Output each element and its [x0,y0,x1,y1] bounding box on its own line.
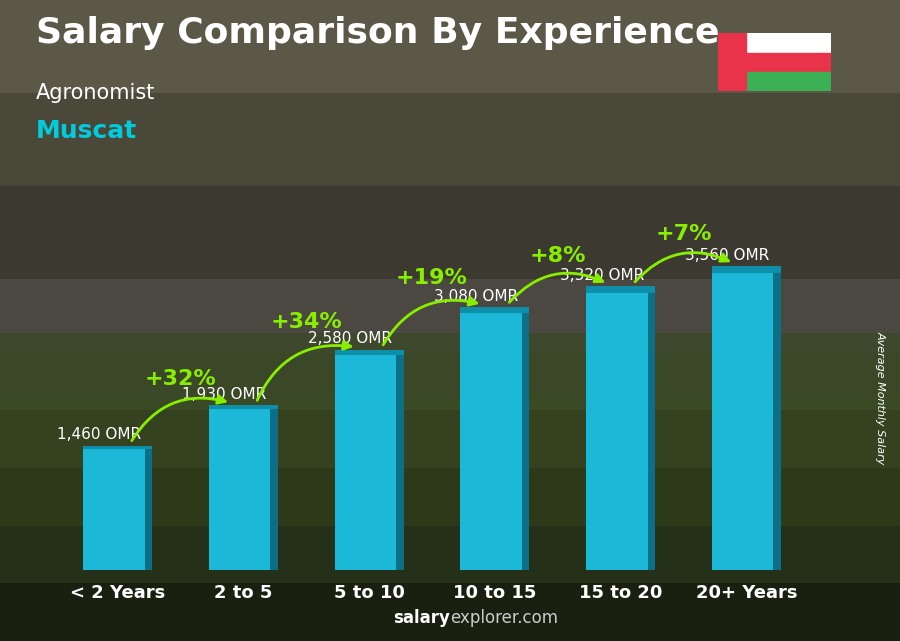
Bar [648,294,655,570]
Text: salary: salary [393,609,450,627]
Bar [0,410,900,468]
Text: 3,080 OMR: 3,080 OMR [434,288,518,304]
Text: Agronomist: Agronomist [36,83,156,103]
Text: 1,460 OMR: 1,460 OMR [57,427,141,442]
Text: +32%: +32% [145,369,216,388]
Bar [522,313,529,570]
Text: Average Monthly Salary: Average Monthly Salary [875,331,886,464]
Bar [209,410,278,570]
Text: 3,320 OMR: 3,320 OMR [560,268,643,283]
Bar [83,449,152,570]
Bar [773,273,781,570]
Text: +7%: +7% [655,224,712,244]
Bar [396,355,404,570]
Bar [0,353,900,410]
Bar [0,279,900,372]
Bar [335,350,404,355]
Bar [746,33,831,53]
Text: explorer.com: explorer.com [450,609,558,627]
Bar [0,93,900,186]
Bar [586,294,655,570]
Bar [712,273,781,570]
Bar [586,287,655,294]
Bar [746,72,831,91]
Bar [712,266,781,273]
Bar [335,355,404,570]
Bar [83,445,152,449]
Bar [145,449,152,570]
Bar [718,33,746,91]
Bar [271,410,278,570]
Text: 3,560 OMR: 3,560 OMR [685,247,770,263]
Text: Muscat: Muscat [36,119,137,142]
Text: 1,930 OMR: 1,930 OMR [183,387,266,402]
Text: Salary Comparison By Experience: Salary Comparison By Experience [36,16,719,50]
Bar [460,313,529,570]
Bar [0,0,900,93]
Text: +34%: +34% [270,312,342,332]
Bar [0,526,900,583]
Bar [0,583,900,641]
Bar [460,307,529,313]
Text: +8%: +8% [529,246,586,266]
Bar [0,333,900,397]
Text: 2,580 OMR: 2,580 OMR [309,331,392,346]
Text: +19%: +19% [396,268,468,288]
Bar [746,53,831,72]
Bar [0,468,900,526]
Bar [0,186,900,279]
Bar [209,405,278,410]
